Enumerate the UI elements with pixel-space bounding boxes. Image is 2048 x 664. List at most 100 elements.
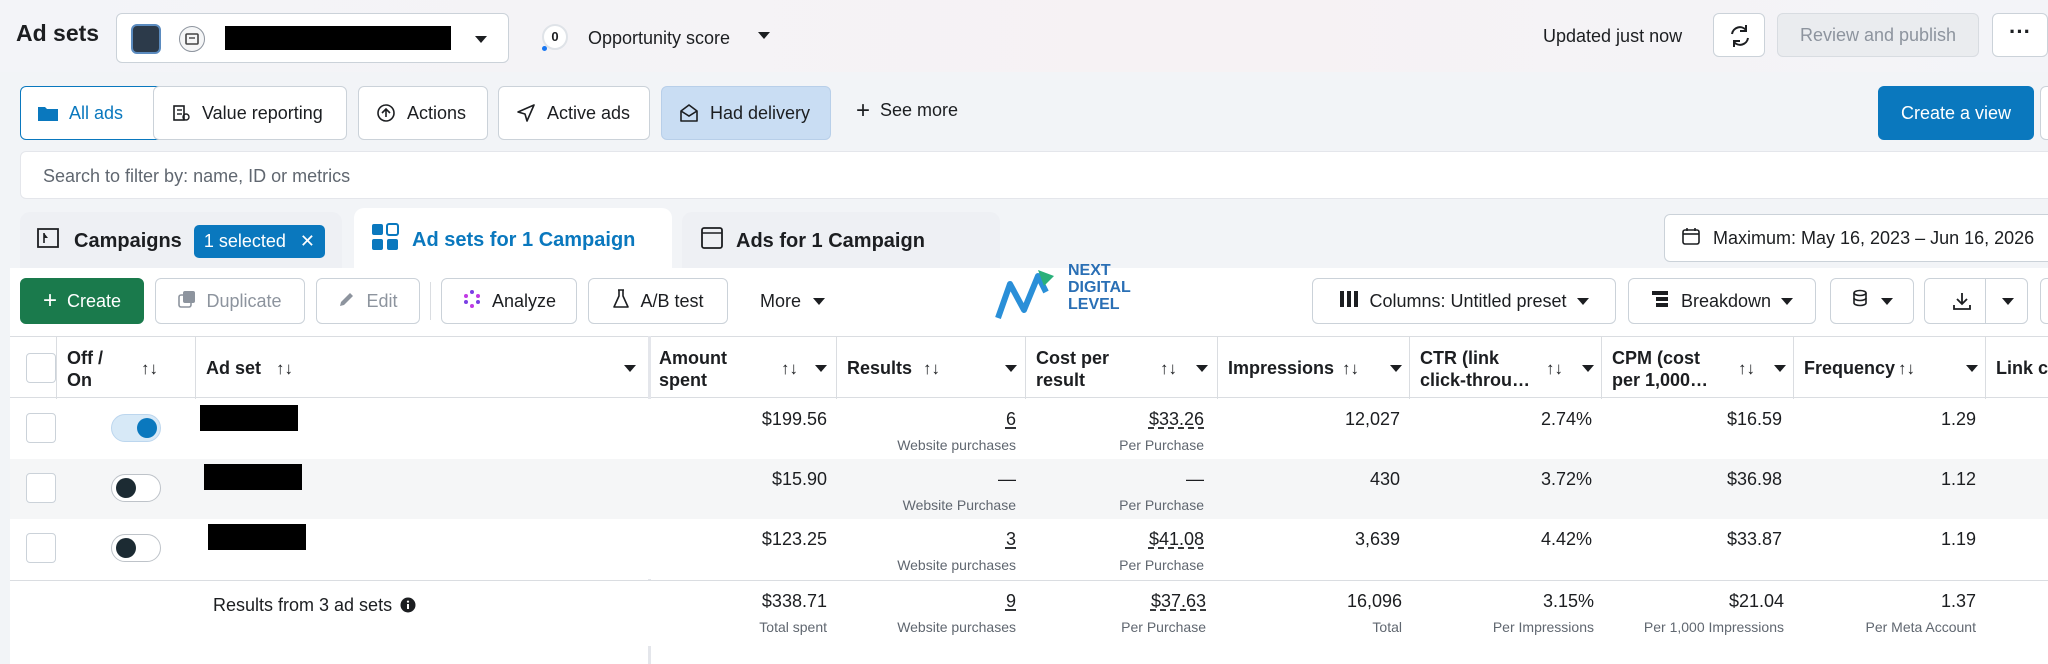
total-ctr: 3.15% — [1542, 591, 1594, 611]
edit-button[interactable]: Edit — [316, 278, 420, 324]
results-value[interactable]: 3 — [1005, 529, 1016, 549]
export-button[interactable] — [1924, 278, 2028, 324]
search-input[interactable]: Search to filter by: name, ID or metrics — [20, 151, 2048, 199]
tab-ads[interactable]: Ads for 1 Campaign — [682, 212, 1000, 270]
see-more-button[interactable]: + See more — [856, 98, 958, 122]
ad-set-name-redacted[interactable] — [208, 524, 306, 550]
header-results[interactable]: Results ↑↓ — [837, 337, 1026, 399]
header-impressions[interactable]: Impressions ↑↓ — [1218, 337, 1410, 399]
results-value[interactable]: 6 — [1005, 409, 1016, 429]
analyze-button[interactable]: Analyze — [441, 278, 577, 324]
header-ad-set[interactable]: Ad set ↑↓ — [196, 337, 649, 399]
header-cost-per-result[interactable]: Cost per result ↑↓ — [1026, 337, 1218, 399]
amount-spent: $199.56 — [761, 409, 827, 429]
logo-line-2: DIGITAL — [1068, 279, 1131, 296]
info-icon[interactable] — [400, 595, 416, 618]
account-selector[interactable] — [116, 13, 509, 63]
opportunity-score-badge[interactable]: 0 — [542, 24, 568, 50]
chevron-down-icon[interactable] — [815, 365, 827, 372]
tab-campaigns[interactable]: Campaigns 1 selected ✕ — [20, 212, 342, 270]
total-impressions: 16,096 — [1346, 591, 1402, 611]
row-checkbox[interactable] — [26, 413, 56, 443]
sort-icon[interactable]: ↑↓ — [1342, 359, 1359, 378]
filter-active-ads[interactable]: Active ads — [498, 86, 650, 140]
filter-value-reporting[interactable]: Value reporting — [153, 86, 347, 140]
delivery-toggle[interactable] — [111, 534, 161, 562]
sort-icon[interactable]: ↑↓ — [141, 359, 158, 378]
frequency-value: 1.19 — [1940, 529, 1976, 549]
chevron-down-icon[interactable] — [1966, 365, 1978, 372]
date-range-picker[interactable]: Maximum: May 16, 2023 – Jun 16, 2026 — [1664, 214, 2048, 262]
delivery-toggle[interactable] — [111, 414, 161, 442]
more-button[interactable]: More — [760, 291, 826, 312]
total-ctr-cell: 3.15% Per Impressions — [1410, 581, 1602, 641]
row-checkbox[interactable] — [26, 533, 56, 563]
filter-all-ads[interactable]: All ads — [20, 86, 178, 140]
header-label: CTR (link click-throu… — [1420, 348, 1531, 390]
folder-icon — [37, 103, 59, 123]
summary-label-cell: Results from 3 ad sets — [213, 595, 643, 655]
chevron-down-icon[interactable] — [1390, 365, 1402, 372]
chevron-down-icon[interactable] — [1774, 365, 1786, 372]
filter-had-delivery[interactable]: Had delivery — [661, 86, 831, 140]
chevron-down-icon[interactable] — [1582, 365, 1594, 372]
sort-icon[interactable]: ↑↓ — [923, 359, 940, 378]
columns-button[interactable]: Columns: Untitled preset — [1312, 278, 1616, 324]
overflow-button[interactable] — [2040, 86, 2048, 140]
sort-icon[interactable]: ↑↓ — [781, 359, 798, 378]
ad-set-name-redacted[interactable] — [204, 464, 302, 490]
review-publish-button[interactable]: Review and publish — [1777, 13, 1979, 57]
filter-actions[interactable]: Actions — [358, 86, 488, 140]
delivery-toggle[interactable] — [111, 474, 161, 502]
sort-icon[interactable]: ↑↓ — [1160, 359, 1177, 378]
header-cpm[interactable]: CPM (cost per 1,000… ↑↓ — [1602, 337, 1794, 399]
create-button[interactable]: + Create — [20, 278, 144, 324]
ad-set-name-redacted[interactable] — [200, 405, 298, 431]
breakdown-button[interactable]: Breakdown — [1628, 278, 1816, 324]
columns-icon — [1339, 290, 1359, 313]
chevron-down-icon[interactable] — [1005, 365, 1017, 372]
opportunity-score-label[interactable]: Opportunity score — [588, 28, 731, 48]
header-ctr[interactable]: CTR (link click-throu… ↑↓ — [1410, 337, 1602, 399]
total-results-subtext: Website purchases — [897, 619, 1016, 635]
chevron-down-icon[interactable] — [758, 32, 770, 39]
more-options-button[interactable]: ··· — [1992, 13, 2048, 57]
table-row[interactable]: $123.25 3 Website purchases $41.08 Per Pur… — [10, 519, 2048, 579]
chevron-down-icon[interactable] — [624, 365, 636, 372]
create-view-button[interactable]: Create a view — [1878, 86, 2034, 140]
cost-value[interactable]: $33.26 — [1148, 409, 1204, 429]
duplicate-label: Duplicate — [206, 290, 282, 311]
sort-icon[interactable]: ↑↓ — [276, 359, 293, 378]
account-name-redacted — [225, 26, 451, 50]
table-row[interactable]: $199.56 6 Website purchases $33.26 Per Pur… — [10, 399, 2048, 459]
header-amount-spent[interactable]: Amount spent ↑↓ — [649, 337, 837, 399]
summary-row: Results from 3 ad sets $338.71 Total spen… — [10, 580, 2048, 646]
total-results[interactable]: 9 — [1005, 591, 1016, 611]
duplicate-button[interactable]: Duplicate — [155, 278, 305, 324]
sort-icon[interactable]: ↑↓ — [1738, 359, 1755, 378]
tab-label: Ads for 1 Campaign — [736, 229, 925, 252]
reports-button[interactable] — [1830, 278, 1914, 324]
header-off-on[interactable]: Off / On ↑↓ — [57, 337, 196, 399]
selected-pill[interactable]: 1 selected ✕ — [193, 224, 325, 258]
updated-status: Updated just now — [1543, 26, 1683, 46]
total-cost-cell: $37.63 Per Purchase — [1026, 581, 1218, 641]
close-icon[interactable]: ✕ — [299, 230, 315, 251]
overflow-toolbar-button[interactable] — [2040, 278, 2048, 324]
chevron-down-icon[interactable] — [1196, 365, 1208, 372]
tab-ad-sets[interactable]: Ad sets for 1 Campaign — [354, 208, 672, 272]
cost-value[interactable]: $41.08 — [1148, 529, 1204, 549]
sort-icon[interactable]: ↑↓ — [1546, 359, 1563, 378]
select-all-checkbox[interactable] — [26, 353, 56, 383]
sort-icon[interactable]: ↑↓ — [1898, 359, 1915, 378]
total-cost-subtext: Per Purchase — [1121, 619, 1206, 635]
ab-test-button[interactable]: A/B test — [588, 278, 728, 324]
row-checkbox[interactable] — [26, 473, 56, 503]
header-frequency[interactable]: Frequency ↑↓ — [1794, 337, 1986, 399]
total-cost[interactable]: $37.63 — [1150, 591, 1206, 611]
table-row[interactable]: $15.90 — Website Purchase — Per Purchase 4… — [10, 459, 2048, 519]
edit-label: Edit — [366, 290, 398, 311]
refresh-button[interactable] — [1713, 13, 1765, 57]
summary-label: Results from 3 ad sets — [213, 595, 393, 615]
header-link-clicks[interactable]: Link c — [1986, 337, 2048, 399]
